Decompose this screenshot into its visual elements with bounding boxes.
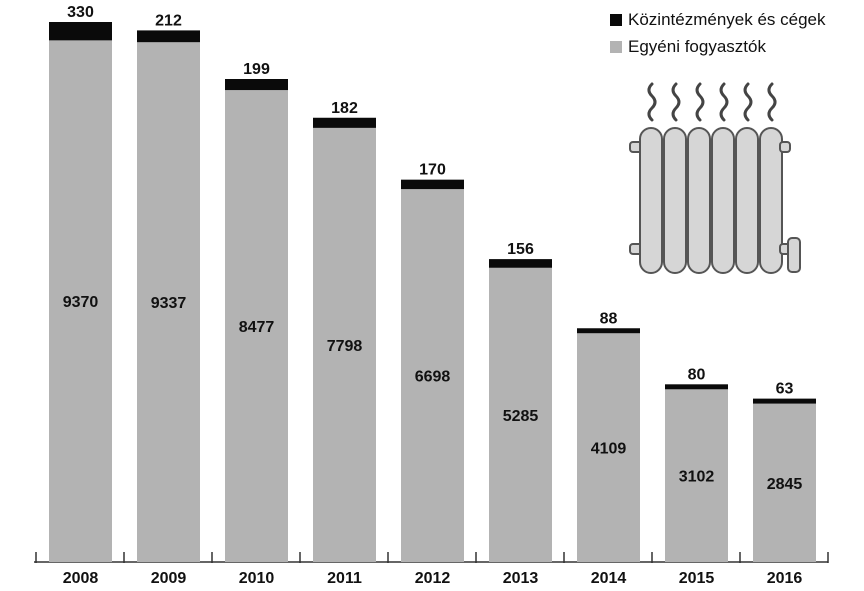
x-tick-label-2014: 2014 bbox=[591, 570, 627, 587]
bar-public-2013 bbox=[489, 259, 552, 268]
radiator-icon bbox=[629, 82, 801, 274]
bar-public-2016 bbox=[753, 398, 816, 404]
bar-individual-2013 bbox=[489, 267, 552, 562]
bar-individual-2014 bbox=[577, 333, 640, 562]
x-tick-label-2010: 2010 bbox=[239, 570, 275, 587]
data-label-individual-2011: 7798 bbox=[327, 338, 363, 355]
bar-individual-2016 bbox=[753, 403, 816, 562]
bar-individual-2012 bbox=[401, 189, 464, 562]
bar-public-2011 bbox=[313, 117, 376, 128]
data-label-public-2011: 182 bbox=[331, 100, 358, 117]
bar-individual-2011 bbox=[313, 127, 376, 563]
data-label-individual-2016: 2845 bbox=[767, 476, 803, 493]
data-label-individual-2014: 4109 bbox=[591, 441, 627, 458]
bar-public-2010 bbox=[225, 79, 288, 91]
data-label-public-2008: 330 bbox=[67, 4, 94, 21]
data-label-public-2015: 80 bbox=[688, 366, 706, 383]
legend-swatch-individual bbox=[610, 40, 622, 53]
legend: Közintézmények és cégek Egyéni fogyasztó… bbox=[610, 6, 826, 60]
x-tick-label-2009: 2009 bbox=[151, 570, 187, 587]
x-tick-label-2012: 2012 bbox=[415, 570, 451, 587]
bar-individual-2008 bbox=[49, 40, 112, 562]
data-label-individual-2009: 9337 bbox=[151, 295, 187, 312]
data-label-public-2013: 156 bbox=[507, 241, 534, 258]
bar-public-2014 bbox=[577, 328, 640, 334]
x-tick-label-2011: 2011 bbox=[327, 570, 362, 587]
data-label-individual-2015: 3102 bbox=[679, 469, 715, 486]
bar-public-2009 bbox=[137, 30, 200, 43]
legend-item-individual: Egyéni fogyasztók bbox=[610, 33, 826, 60]
data-label-public-2014: 88 bbox=[600, 310, 618, 327]
bar-individual-2009 bbox=[137, 42, 200, 562]
data-label-public-2012: 170 bbox=[419, 162, 446, 179]
legend-item-public: Közintézmények és cégek bbox=[610, 6, 826, 33]
legend-swatch-public bbox=[610, 13, 622, 26]
bar-individual-2010 bbox=[225, 90, 288, 562]
data-label-public-2016: 63 bbox=[776, 381, 794, 398]
data-label-public-2010: 199 bbox=[243, 61, 270, 78]
data-label-individual-2012: 6698 bbox=[415, 369, 451, 386]
data-label-individual-2008: 9370 bbox=[63, 294, 99, 311]
x-tick-label-2013: 2013 bbox=[503, 570, 539, 587]
bar-individual-2015 bbox=[665, 389, 728, 562]
legend-label-individual: Egyéni fogyasztók bbox=[628, 36, 766, 56]
x-tick-label-2015: 2015 bbox=[679, 570, 715, 587]
bar-public-2008 bbox=[49, 22, 112, 41]
x-tick-label-2008: 2008 bbox=[63, 570, 99, 587]
data-label-individual-2013: 5285 bbox=[503, 408, 539, 425]
bar-public-2012 bbox=[401, 179, 464, 190]
data-label-public-2009: 212 bbox=[155, 12, 182, 29]
data-label-individual-2010: 8477 bbox=[239, 319, 275, 336]
x-tick-label-2016: 2016 bbox=[767, 570, 803, 587]
legend-label-public: Közintézmények és cégek bbox=[628, 9, 826, 29]
bar-public-2015 bbox=[665, 384, 728, 390]
